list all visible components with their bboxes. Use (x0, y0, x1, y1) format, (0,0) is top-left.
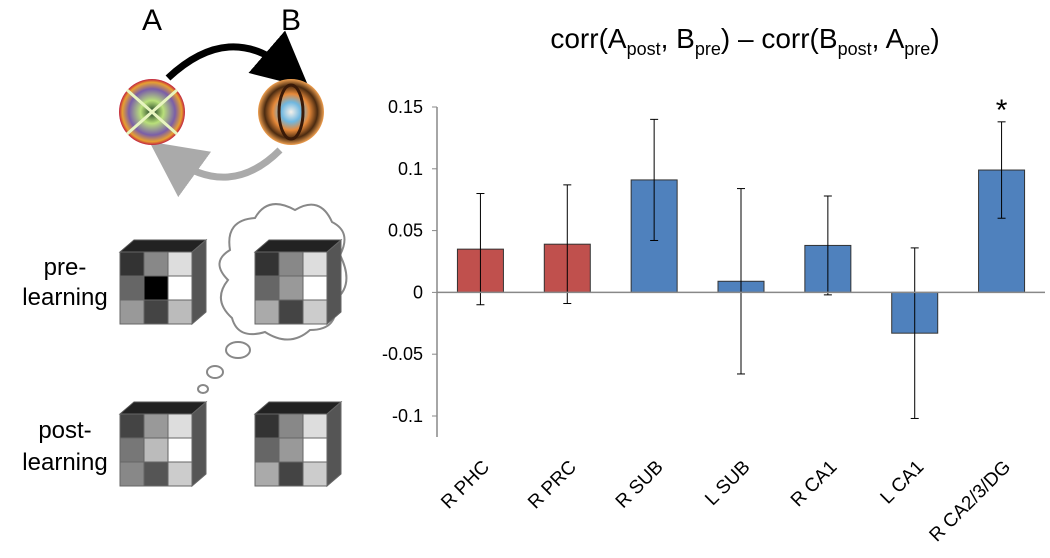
cube-cell (254, 251, 280, 277)
y-tick-label: 0.15 (388, 97, 423, 117)
cube-cell (302, 299, 328, 325)
title-part: , A (872, 23, 905, 54)
cube-cell (302, 413, 328, 439)
cube-cell (278, 461, 304, 487)
x-tick-label: L CA1 (877, 457, 929, 509)
cube-cell (302, 437, 328, 463)
cube-cell (143, 437, 169, 463)
cube-cell (254, 461, 280, 487)
title-subscript: pre (695, 39, 721, 59)
title-subscript: post (627, 39, 661, 59)
cube-side (191, 238, 207, 326)
cube-cell (119, 275, 145, 301)
cube-top (118, 239, 208, 253)
cube-cell (143, 251, 169, 277)
cube-cell (278, 299, 304, 325)
cube-cell (254, 437, 280, 463)
annotation: * (996, 94, 1008, 127)
x-tick-label: R PHC (437, 457, 494, 514)
diagram: A B pre- learning post- learning (22, 4, 348, 488)
y-tick-label: -0.05 (382, 344, 423, 364)
cube-side (326, 400, 342, 488)
cube-side (326, 238, 342, 326)
cube-cell (119, 437, 145, 463)
cube-top (253, 401, 343, 415)
thought-bubble (197, 384, 209, 394)
title-subscript: pre (904, 39, 930, 59)
y-tick-label: 0.05 (388, 221, 423, 241)
cube-top (253, 239, 343, 253)
post-label: learning (22, 449, 107, 476)
stimulus-b (258, 79, 324, 145)
cube-top (118, 401, 208, 415)
x-tick-label: R PRC (524, 457, 581, 514)
pre-label: pre- (44, 254, 87, 281)
cube-cell (167, 299, 193, 325)
arrow-back (149, 141, 283, 198)
thought-bubble (206, 365, 224, 379)
title-part: corr(A (550, 23, 627, 54)
x-tick-label: R SUB (612, 457, 668, 513)
pre-label: learning (22, 284, 107, 311)
chart-title: corr(Apost, Bpre) – corr(Bpost, Apre) (550, 23, 939, 59)
cube-cell (167, 413, 193, 439)
stimulus-a-pattern (126, 88, 178, 136)
title-part: ) – corr(B (721, 23, 838, 54)
x-tick-label: R CA1 (787, 457, 841, 511)
cube-cell (302, 461, 328, 487)
cube-side (191, 400, 207, 488)
x-tick-label: L SUB (701, 457, 754, 510)
cube-cell (143, 299, 169, 325)
cube-cell (254, 299, 280, 325)
cube-cell (278, 251, 304, 277)
cube-cell (302, 251, 328, 277)
title-subscript: post (838, 39, 872, 59)
cube-cell (167, 251, 193, 277)
cube-cell (119, 299, 145, 325)
cube-cell (143, 275, 169, 301)
cube-cell (143, 461, 169, 487)
label-a: A (142, 4, 162, 37)
post-label: post- (38, 417, 91, 444)
cube-cell (254, 275, 280, 301)
label-b: B (281, 4, 301, 37)
cube-cell (119, 461, 145, 487)
thought-bubble (225, 341, 251, 359)
cube-cell (302, 275, 328, 301)
y-tick-label: -0.1 (392, 406, 423, 426)
cube-cell (167, 437, 193, 463)
title-part: ) (930, 23, 939, 54)
arrow-forward (165, 30, 310, 89)
cube-cell (278, 437, 304, 463)
cube-cell (119, 413, 145, 439)
stimulus-b-pattern (277, 83, 305, 141)
cube-cell (254, 413, 280, 439)
cube-cell (143, 413, 169, 439)
x-tick-label: R CA2/3/DG (926, 457, 1016, 547)
cube-cell (167, 461, 193, 487)
cube-cell (119, 251, 145, 277)
cube-cell (167, 275, 193, 301)
cube-cell (278, 275, 304, 301)
y-tick-label: 0 (413, 282, 423, 302)
cube-cell (278, 413, 304, 439)
title-part: , B (661, 23, 695, 54)
y-tick-label: 0.1 (398, 159, 423, 179)
